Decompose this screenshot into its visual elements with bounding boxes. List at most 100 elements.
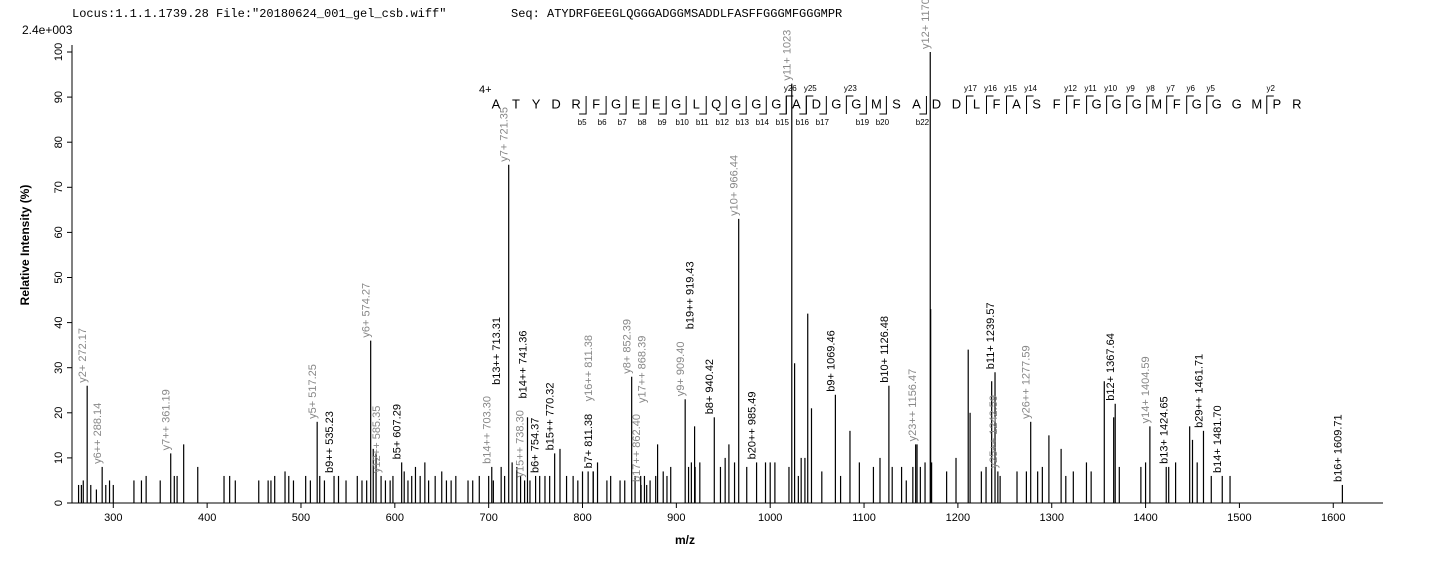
y-ion-label: y15	[1004, 84, 1017, 93]
y-ion-label: y16	[984, 84, 997, 93]
peak-label: y7++ 361.19	[161, 389, 173, 450]
peak-label: b12+ 1367.64	[1105, 333, 1117, 401]
b-ion-bracket	[759, 96, 767, 115]
y-ion-label: y23	[844, 84, 857, 93]
y-tick-label: 90	[53, 91, 65, 103]
b-ion-bracket	[619, 96, 627, 115]
x-tick-label: 1400	[1133, 512, 1157, 524]
peak-label: y16++ 811.38	[583, 335, 595, 401]
peak-label: b15++ 770.32	[545, 382, 557, 450]
b-ion-bracket	[879, 96, 887, 115]
peak-label: b20++ 985.49	[746, 392, 758, 460]
y-ion-bracket	[1126, 95, 1134, 114]
peak-label: y6++ 288.14	[92, 403, 104, 464]
b-ion-bracket	[719, 96, 727, 115]
x-tick-label: 1500	[1227, 512, 1251, 524]
y-ion-label: y8	[1146, 84, 1155, 93]
b-ion-label: b22	[916, 118, 930, 127]
b-ion-label: b19	[856, 118, 870, 127]
residue: G	[1092, 96, 1102, 111]
peak-label: b14++ 703.30	[482, 396, 494, 464]
residue: F	[1073, 96, 1081, 111]
y-ion-label: y12	[1064, 84, 1077, 93]
y-ion-bracket	[845, 95, 854, 114]
y-ion-bracket	[805, 95, 814, 114]
peak-label: y9+ 909.40	[675, 342, 687, 397]
y-ion-bracket	[965, 95, 974, 114]
peak-label: y8+ 852.39	[622, 319, 634, 374]
y-tick-label: 40	[53, 316, 65, 328]
x-tick-label: 1300	[1039, 512, 1063, 524]
peak-label: b7+ 811.38	[583, 414, 595, 469]
peak-label: y6+ 574.27	[361, 283, 373, 338]
peak-label: y26++ 1277.59	[1021, 345, 1033, 418]
peak-label: b16+ 1609.71	[1332, 414, 1344, 482]
residue: Y	[532, 96, 541, 111]
peak-label: b10+ 1126.48	[879, 316, 891, 383]
y-ion-label: y17	[964, 84, 977, 93]
y-ion-label: y5	[1206, 84, 1215, 93]
y-ion-bracket	[1266, 95, 1274, 114]
x-tick-label: 900	[667, 512, 685, 524]
b-ion-label: b7	[618, 118, 627, 127]
b-ion-bracket	[579, 96, 587, 115]
residue: G	[851, 96, 861, 111]
peak-label: b14+ 1481.70	[1212, 405, 1224, 473]
residue: F	[1173, 96, 1181, 111]
peak-label: b11+ 1239.57	[985, 302, 997, 369]
b-ion-bracket	[679, 96, 687, 115]
b-ion-bracket	[859, 96, 867, 115]
peak-label: y25++ 1242.59	[988, 395, 1000, 468]
b-ion-label: b5	[578, 118, 587, 127]
x-tick-label: 1000	[758, 512, 782, 524]
residue: G	[771, 96, 781, 111]
y-ion-bracket	[1186, 95, 1194, 114]
peak-label: y2+ 272.17	[77, 328, 89, 383]
y-ion-label: y2	[1267, 84, 1276, 93]
y-tick-label: 20	[53, 407, 65, 419]
b-ion-label: b12	[716, 118, 730, 127]
y-ion-bracket	[1166, 95, 1174, 114]
b-ion-label: b14	[756, 118, 770, 127]
b-ion-bracket	[919, 96, 927, 115]
scale-label: 2.4e+003	[22, 23, 73, 37]
b-ion-label: b9	[658, 118, 667, 127]
x-tick-label: 1600	[1321, 512, 1345, 524]
peak-label: b14++ 741.36	[517, 331, 529, 399]
y-tick-label: 50	[53, 271, 65, 283]
y-ion-bracket	[1146, 95, 1154, 114]
y-ion-bracket	[785, 95, 794, 114]
peak-label: y14+ 1404.59	[1140, 356, 1152, 423]
peak-label: b17++ 862.40	[631, 414, 643, 482]
peak-label: y11+ 1023	[782, 30, 794, 81]
b-ion-label: b16	[796, 118, 810, 127]
y-ion-label: y14	[1024, 84, 1037, 93]
residue: G	[671, 96, 681, 111]
x-tick-label: 600	[386, 512, 404, 524]
b-ion-label: b8	[638, 118, 647, 127]
peak-label: b5+ 607.29	[392, 404, 404, 459]
peak-label: y7+ 721.35	[499, 107, 511, 162]
peak-label: b13++ 713.31	[491, 317, 503, 385]
residue: A	[792, 96, 801, 111]
peak-label: y17++ 868.39	[637, 336, 649, 403]
peak-label: y10+ 966.44	[729, 155, 741, 216]
peak-label: b13+ 1424.65	[1159, 396, 1171, 464]
y-tick-label: 30	[53, 362, 65, 374]
residue: E	[632, 96, 641, 111]
residue: G	[731, 96, 741, 111]
y-ion-bracket	[1026, 95, 1034, 114]
residue: L	[973, 96, 980, 111]
y-ion-bracket	[985, 95, 994, 114]
y-tick-label: 100	[53, 43, 65, 61]
b-ion-bracket	[659, 96, 667, 115]
y-ion-label: y10	[1104, 84, 1117, 93]
x-tick-label: 700	[479, 512, 497, 524]
x-axis-label: m/z	[675, 533, 695, 547]
residue: S	[892, 96, 901, 111]
residue: L	[693, 96, 700, 111]
x-tick-label: 800	[573, 512, 591, 524]
residue: G	[831, 96, 841, 111]
peak-label: y15++ 738.30	[515, 410, 527, 477]
